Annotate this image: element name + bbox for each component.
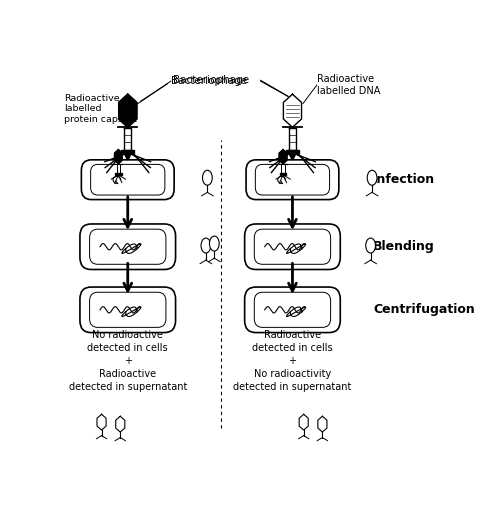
Ellipse shape (210, 236, 219, 251)
Polygon shape (116, 164, 120, 173)
Polygon shape (289, 128, 296, 150)
Text: Radioactive
labelled
protein capsule: Radioactive labelled protein capsule (64, 94, 138, 124)
Polygon shape (121, 150, 134, 153)
Text: Infection: Infection (373, 173, 435, 186)
Polygon shape (281, 164, 285, 173)
Polygon shape (284, 94, 301, 127)
FancyBboxPatch shape (244, 224, 341, 269)
Ellipse shape (366, 238, 375, 253)
Polygon shape (116, 416, 125, 432)
Ellipse shape (201, 238, 211, 253)
Polygon shape (119, 94, 137, 127)
Text: Radioactive
labelled DNA: Radioactive labelled DNA (317, 74, 380, 96)
FancyBboxPatch shape (89, 229, 166, 264)
Polygon shape (115, 173, 122, 175)
FancyBboxPatch shape (254, 292, 331, 327)
Ellipse shape (367, 170, 377, 185)
FancyBboxPatch shape (91, 164, 165, 195)
Polygon shape (286, 150, 299, 153)
FancyBboxPatch shape (81, 160, 174, 200)
Text: Radioactive
detected in cells
+
No radioactivity
detected in supernatant: Radioactive detected in cells + No radio… (233, 330, 352, 392)
Text: Bacteriophage: Bacteriophage (141, 75, 249, 101)
FancyBboxPatch shape (80, 224, 176, 269)
FancyBboxPatch shape (80, 287, 176, 333)
FancyBboxPatch shape (254, 229, 331, 264)
FancyBboxPatch shape (246, 160, 339, 200)
Polygon shape (318, 416, 327, 432)
FancyBboxPatch shape (244, 287, 341, 333)
Text: Blending: Blending (373, 240, 435, 253)
Polygon shape (280, 173, 286, 175)
Polygon shape (124, 128, 131, 150)
Text: No radioactive
detected in cells
+
Radioactive
detected in supernatant: No radioactive detected in cells + Radio… (69, 330, 187, 392)
FancyBboxPatch shape (256, 164, 329, 195)
Polygon shape (279, 150, 287, 164)
Ellipse shape (45, 236, 55, 251)
Ellipse shape (202, 170, 212, 185)
Text: Bacteriophage: Bacteriophage (171, 76, 247, 86)
FancyBboxPatch shape (89, 292, 166, 327)
Text: Centrifugation: Centrifugation (373, 303, 475, 316)
Polygon shape (97, 414, 106, 430)
Polygon shape (114, 150, 122, 164)
Polygon shape (299, 414, 308, 430)
